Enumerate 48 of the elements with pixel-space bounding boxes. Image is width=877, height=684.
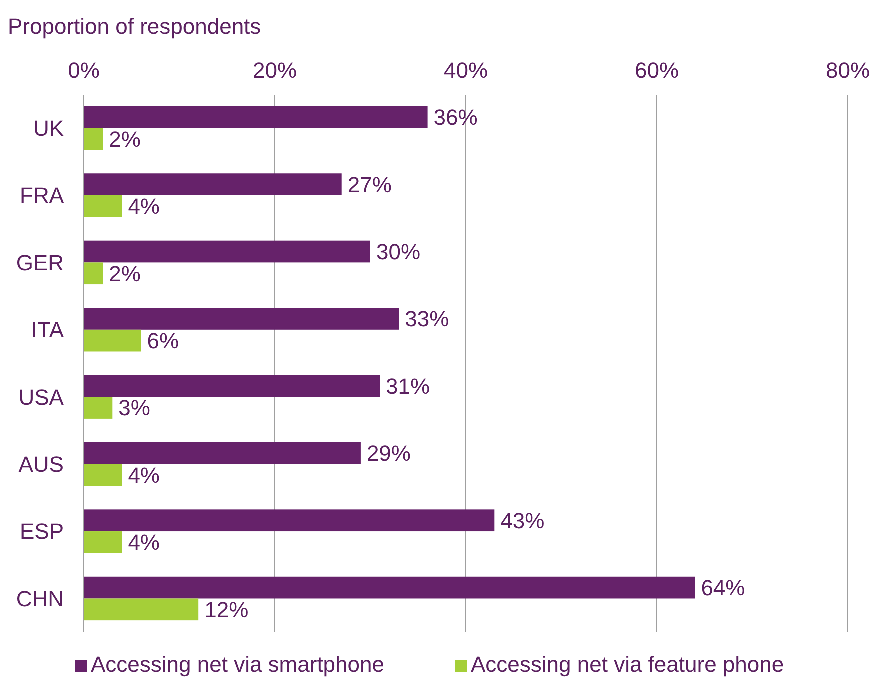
data-label: 4% xyxy=(128,530,160,556)
legend-label: Accessing net via smartphone xyxy=(91,652,384,677)
data-label: 64% xyxy=(701,576,746,601)
legend-label: Accessing net via feature phone xyxy=(471,652,784,677)
bar xyxy=(84,397,113,419)
bar xyxy=(84,442,361,464)
x-tick-label: 80% xyxy=(826,58,870,83)
x-axis-title: Proportion of respondents xyxy=(8,14,262,39)
data-label: 2% xyxy=(109,126,141,152)
data-label: 29% xyxy=(366,441,411,466)
data-label: 36% xyxy=(434,105,478,130)
x-tick-label: 0% xyxy=(68,58,100,83)
bar xyxy=(84,464,122,486)
bar xyxy=(84,106,428,128)
data-label: 43% xyxy=(500,508,545,534)
bar xyxy=(84,375,380,398)
data-label: 27% xyxy=(348,172,392,198)
y-tick-label: UK xyxy=(33,116,64,141)
data-label: 33% xyxy=(405,306,450,332)
x-tick-label: 20% xyxy=(252,58,298,83)
data-label: 2% xyxy=(109,261,141,286)
bar xyxy=(84,128,104,150)
y-tick-label: ESP xyxy=(20,519,64,544)
bar xyxy=(84,576,696,599)
data-label: 30% xyxy=(376,239,421,264)
bar xyxy=(84,598,199,621)
y-tick-label: AUS xyxy=(18,452,64,478)
bar xyxy=(84,308,400,330)
y-tick-label: GER xyxy=(16,250,64,276)
data-label: 31% xyxy=(386,374,430,399)
y-tick-label: CHN xyxy=(16,586,64,612)
bar xyxy=(84,532,122,554)
bar xyxy=(84,330,142,352)
data-label: 6% xyxy=(147,328,180,354)
data-label: 4% xyxy=(128,194,160,220)
bar xyxy=(84,262,104,285)
data-label: 4% xyxy=(128,462,160,488)
bar xyxy=(84,174,342,196)
x-tick-label: 40% xyxy=(444,58,488,83)
data-label: 3% xyxy=(118,396,150,421)
bar xyxy=(84,510,495,532)
x-tick-label: 60% xyxy=(634,58,680,83)
data-label: 12% xyxy=(204,597,249,622)
bar xyxy=(84,195,122,218)
y-tick-label: ITA xyxy=(31,318,64,343)
y-tick-label: FRA xyxy=(20,183,64,208)
bar xyxy=(84,240,370,263)
y-tick-label: USA xyxy=(18,384,64,410)
